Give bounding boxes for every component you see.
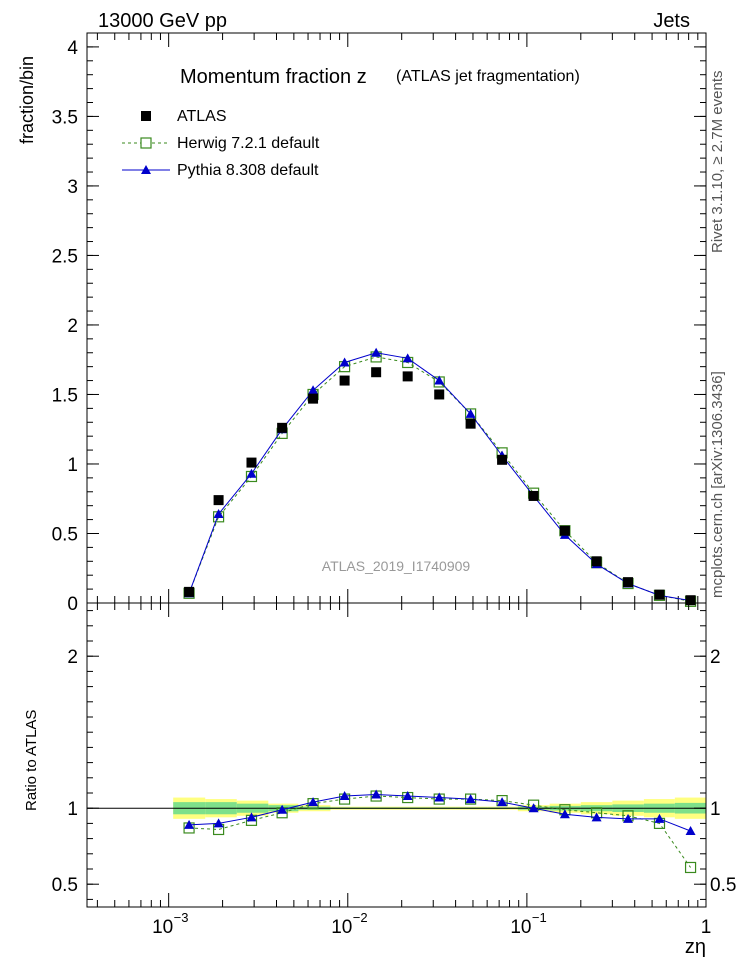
data-point — [402, 353, 413, 363]
legend: ATLAS Herwig 7.2.1 default Pythia 8.308 … — [122, 108, 320, 179]
side-label-lower: mcplots.cern.ch [arXiv:1306.3436] — [709, 371, 726, 598]
data-point — [465, 408, 476, 418]
data-point — [246, 457, 257, 468]
x-tick-label: 1 — [701, 917, 712, 938]
y-tick-label: 1 — [67, 799, 78, 820]
y-tick-label: 1 — [67, 455, 78, 476]
x-tick-label: 10 — [510, 917, 531, 938]
data-point — [591, 556, 602, 567]
data-point — [184, 819, 195, 829]
main-panel: 0 0.5 1 1.5 2 2.5 3 3.5 4 — [52, 32, 707, 615]
data-point — [685, 826, 696, 835]
x-tick-exponent: −1 — [532, 910, 547, 925]
data-point — [371, 789, 382, 799]
data-point — [339, 791, 350, 801]
data-point — [623, 813, 634, 823]
data-point — [339, 375, 350, 386]
legend-marker-herwig — [140, 137, 152, 149]
data-point — [308, 385, 319, 395]
data-point — [213, 818, 224, 828]
data-point — [465, 794, 476, 804]
header-right: Jets — [653, 10, 690, 32]
data-point — [277, 422, 288, 433]
data-point — [497, 454, 508, 465]
y-axis-label-ratio: Ratio to ATLAS — [23, 710, 40, 811]
data-point — [654, 813, 665, 823]
data-point — [434, 389, 445, 400]
y-tick-label: 0.5 — [52, 524, 78, 545]
data-point — [559, 809, 570, 819]
y-tick-label: 1.5 — [52, 385, 78, 406]
legend-marker-pythia — [141, 165, 151, 174]
data-point — [497, 797, 508, 807]
data-point — [654, 589, 665, 600]
x-tick-label: 10 — [331, 917, 352, 938]
y-axis-label-main: fraction/bin — [17, 56, 37, 144]
y-tick-label: 2.5 — [52, 246, 78, 267]
y-tick-label: 0 — [67, 594, 78, 615]
data-point — [339, 357, 350, 367]
chart-title: Momentum fraction z — [180, 66, 367, 88]
x-tick-exponent: −3 — [174, 910, 189, 925]
data-point — [591, 812, 602, 822]
data-point — [213, 495, 224, 506]
data-point — [308, 393, 319, 404]
y-tick-label-right: 1 — [710, 799, 721, 820]
data-point — [213, 509, 224, 519]
legend-label-atlas: ATLAS — [177, 108, 227, 125]
side-label-upper: Rivet 3.1.10, ≥ 2.7M events — [709, 71, 726, 254]
data-point — [684, 861, 697, 874]
x-axis-label: zη — [685, 936, 706, 958]
data-point — [402, 371, 413, 382]
data-point — [528, 490, 539, 501]
data-point — [434, 792, 445, 802]
data-point — [623, 577, 634, 588]
y-tick-label: 4 — [67, 38, 78, 59]
y-tick-label: 3.5 — [52, 107, 78, 128]
data-point — [371, 367, 382, 378]
y-tick-label: 3 — [67, 177, 78, 198]
data-point — [371, 347, 382, 357]
data-point — [246, 812, 257, 822]
analysis-watermark: ATLAS_2019_I1740909 — [322, 558, 471, 574]
y-tick-label: 2 — [67, 647, 78, 668]
data-point — [528, 803, 539, 813]
data-point — [308, 797, 319, 807]
data-point — [559, 525, 570, 536]
panel-frame — [86, 602, 707, 908]
header-left: 13000 GeV pp — [98, 10, 227, 32]
data-point — [246, 468, 257, 478]
x-tick-label: 10 — [152, 917, 173, 938]
data-point — [402, 791, 413, 801]
data-point — [465, 418, 476, 429]
x-tick-exponent: −2 — [353, 910, 368, 925]
y-tick-label: 0.5 — [52, 875, 78, 896]
data-point — [685, 595, 696, 606]
legend-marker-atlas — [141, 111, 151, 121]
data-point — [184, 586, 195, 597]
y-tick-label: 2 — [67, 316, 78, 337]
legend-label-herwig: Herwig 7.2.1 default — [177, 135, 320, 152]
data-point — [277, 804, 288, 814]
legend-label-pythia: Pythia 8.308 default — [177, 162, 319, 179]
chart-subtitle: (ATLAS jet fragmentation) — [396, 68, 580, 85]
y-tick-label-right: 2 — [710, 647, 721, 668]
y-tick-label-right: 0.5 — [710, 875, 736, 896]
data-point — [434, 375, 445, 385]
